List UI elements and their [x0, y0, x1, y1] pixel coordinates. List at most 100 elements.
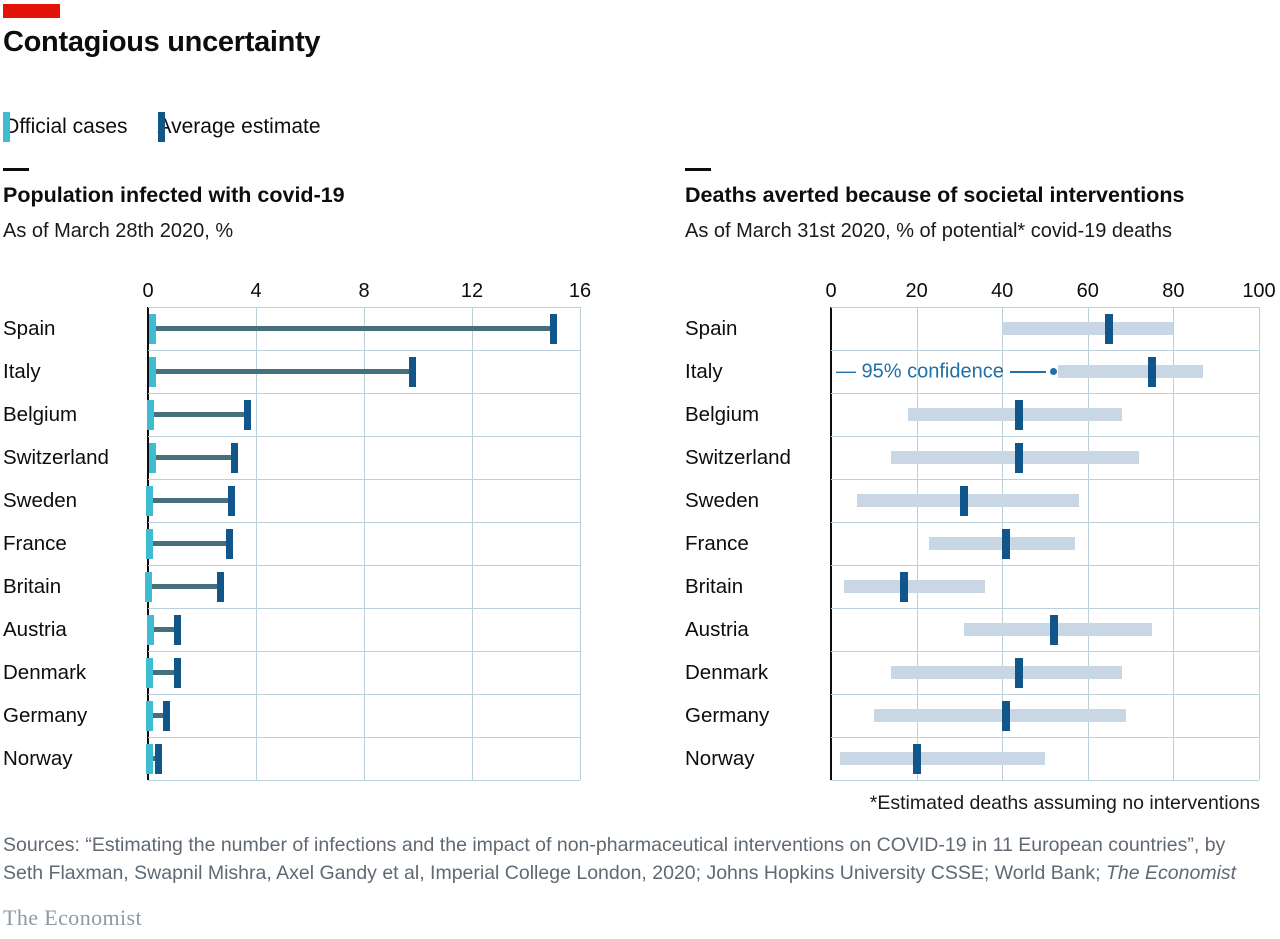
- country-label: Sweden: [685, 489, 760, 512]
- country-label: Denmark: [685, 661, 769, 684]
- gridline-horizontal: [831, 350, 1259, 351]
- x-tick-label: 16: [568, 280, 592, 302]
- country-label: Britain: [3, 575, 62, 598]
- footnote: *Estimated deaths assuming no interventi…: [869, 792, 1260, 814]
- range-connector: [149, 498, 232, 503]
- x-tick-label: 20: [905, 280, 928, 302]
- range-connector: [149, 670, 178, 675]
- gridline-horizontal: [148, 651, 580, 652]
- legend-label-estimate: Average estimate: [157, 115, 321, 138]
- average-estimate-tick: [244, 399, 252, 430]
- left-chart-title: Population infected with covid-19: [3, 183, 345, 207]
- right-chart-subtitle: As of March 31st 2020, % of potential* c…: [685, 220, 1172, 242]
- official-cases-bar: [146, 700, 154, 731]
- average-estimate-tick: [225, 528, 233, 559]
- country-label: Belgium: [3, 403, 78, 426]
- range-connector: [152, 369, 413, 374]
- gridline-horizontal: [831, 436, 1259, 437]
- country-label: Austria: [3, 618, 67, 641]
- country-label: France: [3, 532, 67, 555]
- gridline-horizontal: [831, 522, 1259, 523]
- average-estimate-tick: [230, 442, 238, 473]
- country-label: Italy: [3, 360, 41, 383]
- gridline-vertical: [364, 307, 365, 780]
- gridline-horizontal: [148, 436, 580, 437]
- annotation-line: [1009, 370, 1046, 373]
- average-estimate-tick: [217, 571, 225, 602]
- legend-item-official: Official cases: [3, 112, 128, 142]
- country-label: Austria: [685, 618, 749, 641]
- x-tick-label: 100: [1242, 280, 1276, 302]
- average-estimate-tick: [1002, 528, 1011, 559]
- country-label: France: [685, 532, 749, 555]
- official-cases-bar: [146, 743, 154, 774]
- official-cases-bar: [148, 356, 156, 387]
- average-estimate-tick: [1002, 700, 1011, 731]
- gridline-horizontal: [148, 522, 580, 523]
- gridline-horizontal: [148, 694, 580, 695]
- average-estimate-tick: [409, 356, 417, 387]
- economist-red-tab: [3, 4, 60, 18]
- average-estimate-tick: [899, 571, 908, 602]
- country-label: Italy: [685, 360, 723, 383]
- country-label: Britain: [685, 575, 744, 598]
- average-estimate-tick: [912, 743, 921, 774]
- gridline-horizontal: [831, 608, 1259, 609]
- range-connector: [149, 756, 159, 761]
- country-label: Denmark: [3, 661, 87, 684]
- left-chart-subtitle: As of March 28th 2020, %: [3, 220, 234, 242]
- x-tick-label: 12: [460, 280, 484, 302]
- confidence-band: [890, 451, 1140, 464]
- country-label: Germany: [3, 704, 88, 727]
- average-estimate-tick: [1049, 614, 1058, 645]
- official-cases-bar: [145, 657, 153, 688]
- range-connector: [149, 713, 167, 718]
- panel-rule-left: [3, 168, 29, 171]
- legend: Official cases Average estimate: [3, 112, 321, 142]
- gridline-horizontal: [831, 780, 1259, 781]
- gridline-vertical: [1087, 307, 1089, 780]
- legend-label-official: Official cases: [3, 115, 128, 138]
- average-estimate-tick: [549, 313, 557, 344]
- average-estimate-tick: [1015, 399, 1024, 430]
- range-connector: [152, 326, 553, 331]
- official-cases-bar: [146, 528, 154, 559]
- confidence-band: [1057, 365, 1204, 378]
- x-tick-label: 40: [991, 280, 1014, 302]
- gridline-horizontal: [148, 780, 580, 781]
- range-connector: [149, 541, 229, 546]
- economist-logo: The Economist: [3, 905, 143, 930]
- gridline-horizontal: [148, 393, 580, 394]
- official-cases-bar: [146, 614, 154, 645]
- average-estimate-tick: [228, 485, 236, 516]
- x-tick-label: 0: [825, 280, 837, 302]
- country-label: Sweden: [3, 489, 78, 512]
- confidence-band: [890, 666, 1123, 679]
- gridline-vertical: [916, 307, 918, 780]
- average-estimate-swatch-icon: [157, 112, 165, 142]
- average-estimate-tick: [163, 700, 171, 731]
- x-tick-label: 4: [250, 280, 262, 302]
- x-tick-label: 80: [1162, 280, 1185, 302]
- official-cases-bar: [146, 399, 154, 430]
- range-connector: [150, 627, 178, 632]
- x-tick-label: 8: [358, 280, 370, 302]
- confidence-band: [929, 537, 1075, 550]
- confidence-band: [843, 580, 986, 593]
- average-estimate-tick: [1148, 356, 1156, 387]
- range-connector: [150, 412, 248, 417]
- average-estimate-tick: [959, 485, 968, 516]
- gridline-horizontal: [148, 479, 580, 480]
- right-chart-title: Deaths averted because of societal inter…: [685, 183, 1185, 207]
- x-tick-label: 0: [142, 280, 154, 302]
- gridline-horizontal: [831, 479, 1259, 480]
- official-cases-bar: [148, 442, 156, 473]
- average-estimate-tick: [1015, 442, 1024, 473]
- average-estimate-tick: [1105, 313, 1114, 344]
- confidence-band: [856, 494, 1080, 507]
- gridline-horizontal: [148, 307, 580, 308]
- official-cases-bar: [148, 313, 156, 344]
- official-cases-bar: [145, 571, 153, 602]
- gridline-horizontal: [831, 737, 1259, 738]
- range-connector: [148, 584, 221, 589]
